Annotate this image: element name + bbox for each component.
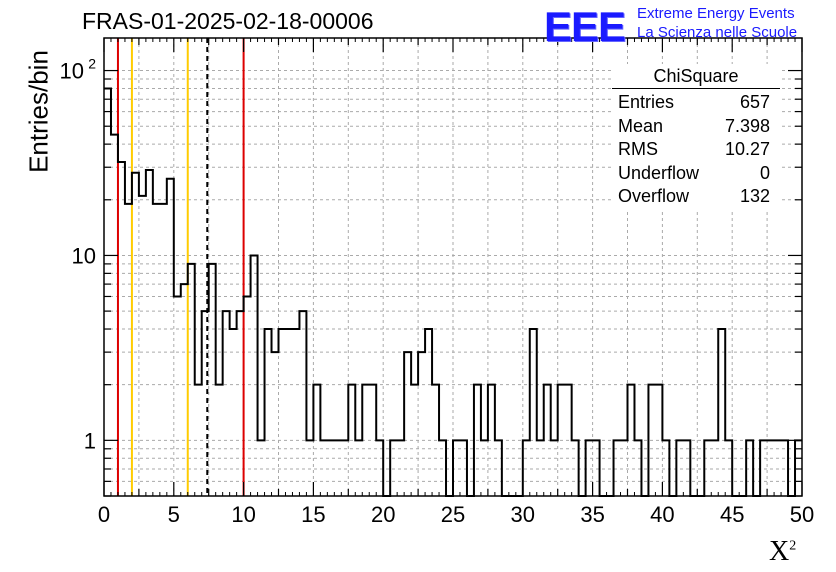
y-tick-label: 1 xyxy=(84,428,96,453)
x-axis-label: X2 xyxy=(769,536,796,568)
stats-value: 10.27 xyxy=(724,139,770,159)
stats-row-overflow: Overflow 132 xyxy=(612,185,780,209)
eee-logo: EEE xyxy=(544,3,626,50)
x-tick-label: 5 xyxy=(168,502,180,527)
stats-row-entries: Entries 657 xyxy=(612,91,780,115)
stats-value: 0 xyxy=(759,162,770,183)
x-tick-label: 0 xyxy=(98,502,110,527)
stats-label: Mean xyxy=(618,115,664,136)
x-tick-label: 25 xyxy=(441,502,465,527)
stats-row-rms: RMS 10.27 xyxy=(612,138,780,162)
stats-value: 657 xyxy=(739,92,770,112)
x-tick-label: 20 xyxy=(371,502,395,527)
y-tick-label: 10 xyxy=(72,243,96,268)
y-tick-label-exponent: 2 xyxy=(88,56,96,72)
stats-label: Underflow xyxy=(618,162,700,183)
stats-label: Overflow xyxy=(618,186,690,206)
x-tick-label: 45 xyxy=(720,502,744,527)
reference-lines xyxy=(116,38,245,496)
stats-label: RMS xyxy=(618,139,658,159)
x-tick-label: 50 xyxy=(790,502,814,527)
stats-value: 132 xyxy=(739,186,770,206)
y-axis-label: Entries/bin xyxy=(23,50,54,173)
stats-value: 7.398 xyxy=(724,115,770,136)
x-tick-label: 35 xyxy=(580,502,604,527)
stats-row-mean: Mean 7.398 xyxy=(612,115,780,139)
logo-line-1: Extreme Energy Events xyxy=(637,5,795,22)
stats-row-underflow: Underflow 0 xyxy=(612,162,780,186)
chart-title: FRAS-01-2025-02-18-00006 xyxy=(82,8,374,34)
x-tick-label: 15 xyxy=(301,502,325,527)
x-tick-label: 10 xyxy=(231,502,255,527)
stats-title: ChiSquare xyxy=(653,66,739,86)
x-tick-label: 40 xyxy=(650,502,674,527)
logo-line-2: La Scienza nelle Scuole xyxy=(637,24,798,41)
x-axis-label-superscript: 2 xyxy=(789,538,797,554)
y-tick-label: 10 xyxy=(60,59,84,84)
x-tick-label: 30 xyxy=(511,502,535,527)
x-axis-label-base: X xyxy=(769,536,790,567)
stats-box: ChiSquare Entries 657 Mean 7.398 RMS 10.… xyxy=(612,64,780,209)
plot-frame xyxy=(103,37,803,497)
stats-label: Entries xyxy=(618,92,675,112)
stats-divider xyxy=(612,88,780,89)
x-tick-labels: 0 5 10 15 20 25 30 35 40 45 50 xyxy=(98,502,814,527)
